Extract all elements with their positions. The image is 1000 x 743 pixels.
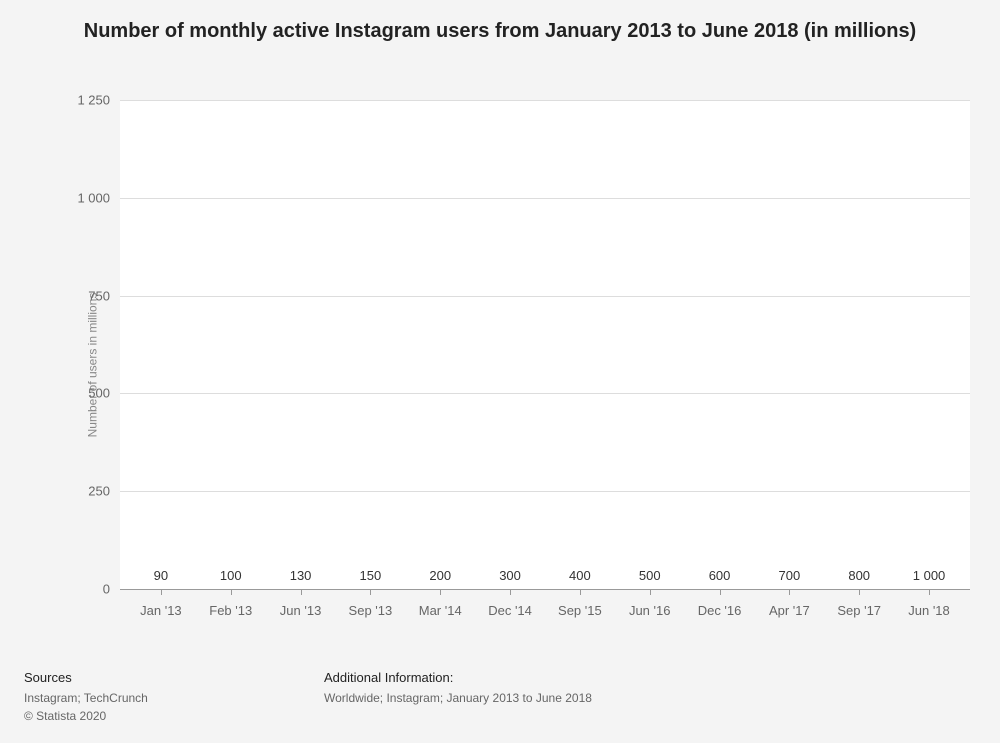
x-tick-label: Feb '13 [209,589,252,618]
bar-value-label: 400 [569,568,591,583]
y-tick-label: 1 000 [77,190,120,205]
y-axis-label: Number of users in millions [85,293,99,438]
bar-slot: 1 000Jun '18 [894,568,964,589]
bar-value-label: 130 [290,568,312,583]
x-tick-label: Jan '13 [140,589,182,618]
y-tick-label: 1 250 [77,93,120,108]
bar-slot: 600Dec '16 [685,568,755,589]
chart-title: Number of monthly active Instagram users… [0,0,1000,50]
bar-value-label: 100 [220,568,242,583]
bar-slot: 130Jun '13 [266,568,336,589]
additional-info-heading: Additional Information: [324,668,592,688]
x-tick-label: Sep '13 [349,589,393,618]
bar-slot: 90Jan '13 [126,568,196,589]
bar-slot: 400Sep '15 [545,568,615,589]
grid-line [120,100,970,101]
copyright-text: © Statista 2020 [24,707,324,725]
y-tick-label: 250 [88,484,120,499]
x-tick-label: Jun '16 [629,589,671,618]
y-tick-label: 0 [103,582,120,597]
y-tick-label: 750 [88,288,120,303]
x-tick-label: Jun '13 [280,589,322,618]
bar-slot: 200Mar '14 [405,568,475,589]
x-tick-label: Mar '14 [419,589,462,618]
bar-value-label: 1 000 [913,568,946,583]
x-tick-label: Dec '14 [488,589,532,618]
plot-area: 90Jan '13100Feb '13130Jun '13150Sep '132… [120,100,970,590]
chart-area: Number of users in millions 90Jan '13100… [50,90,980,640]
grid-line [120,198,970,199]
bar-value-label: 500 [639,568,661,583]
bar-slot: 800Sep '17 [824,568,894,589]
x-tick-label: Sep '15 [558,589,602,618]
bars-container: 90Jan '13100Feb '13130Jun '13150Sep '132… [120,100,970,589]
sources-heading: Sources [24,668,324,688]
bar-value-label: 150 [360,568,382,583]
x-tick-label: Jun '18 [908,589,950,618]
bar-slot: 500Jun '16 [615,568,685,589]
bar-slot: 700Apr '17 [754,568,824,589]
bar-value-label: 700 [779,568,801,583]
bar-value-label: 90 [154,568,168,583]
bar-slot: 150Sep '13 [335,568,405,589]
footer: Sources Instagram; TechCrunch © Statista… [24,668,974,726]
x-tick-label: Sep '17 [837,589,881,618]
bar-value-label: 600 [709,568,731,583]
grid-line [120,491,970,492]
y-tick-label: 500 [88,386,120,401]
additional-info-text: Worldwide; Instagram; January 2013 to Ju… [324,689,592,707]
bar-slot: 300Dec '14 [475,568,545,589]
bar-slot: 100Feb '13 [196,568,266,589]
x-tick-label: Dec '16 [698,589,742,618]
grid-line [120,393,970,394]
bar-value-label: 200 [429,568,451,583]
x-tick-label: Apr '17 [769,589,810,618]
bar-value-label: 300 [499,568,521,583]
additional-info-block: Additional Information: Worldwide; Insta… [324,668,592,726]
grid-line [120,296,970,297]
sources-text: Instagram; TechCrunch [24,689,324,707]
sources-block: Sources Instagram; TechCrunch © Statista… [24,668,324,726]
bar-value-label: 800 [848,568,870,583]
